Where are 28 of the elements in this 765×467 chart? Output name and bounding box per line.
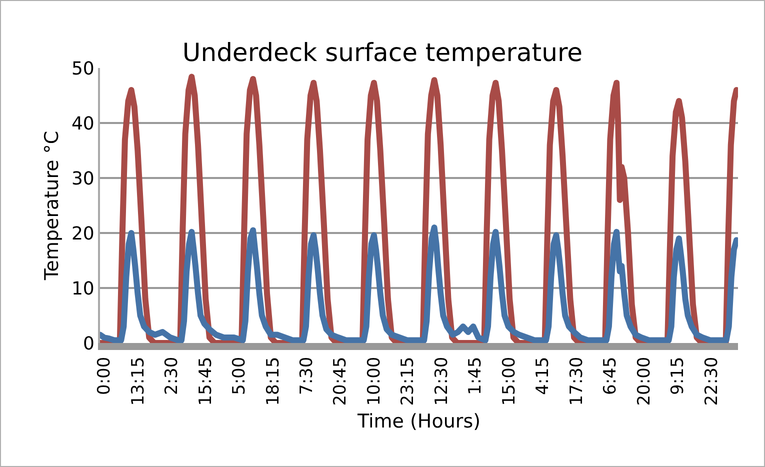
chart-title: Underdeck surface temperature bbox=[182, 38, 583, 67]
x-tick-label: 20:00 bbox=[634, 356, 654, 406]
x-tick-label: 15:45 bbox=[196, 356, 216, 406]
y-axis-title: Temperature °C bbox=[40, 130, 63, 282]
x-tick-label: 15:00 bbox=[499, 356, 520, 406]
x-tick-label: 12:30 bbox=[432, 356, 452, 406]
x-tick-label: 5:00 bbox=[230, 356, 250, 395]
y-tick-label: 50 bbox=[71, 58, 94, 80]
y-tick-label: 40 bbox=[71, 113, 94, 134]
y-tick-label: 10 bbox=[71, 278, 94, 300]
x-tick-label: 6:45 bbox=[600, 356, 621, 395]
x-tick-label: 1:45 bbox=[466, 356, 486, 395]
x-tick-label: 23:15 bbox=[398, 356, 418, 406]
x-tick-label: 13:15 bbox=[128, 356, 148, 406]
x-tick-label: 2:30 bbox=[162, 356, 182, 395]
x-tick-label: 7:30 bbox=[296, 356, 317, 395]
y-tick-label: 0 bbox=[82, 333, 94, 354]
x-axis-title: Time (Hours) bbox=[356, 410, 481, 433]
x-tick-label: 20:45 bbox=[330, 356, 351, 406]
x-tick-label: 9:15 bbox=[668, 356, 688, 395]
y-tick-label: 30 bbox=[71, 168, 94, 190]
x-tick-label: 18:15 bbox=[263, 356, 284, 406]
x-tick-label: 4:15 bbox=[533, 356, 554, 395]
y-tick-label: 20 bbox=[71, 223, 94, 244]
x-tick-label: 10:00 bbox=[364, 356, 384, 406]
x-tick-label: 0:00 bbox=[94, 356, 115, 395]
x-tick-label: 17:30 bbox=[566, 356, 587, 406]
x-tick-label: 22:30 bbox=[702, 356, 722, 406]
